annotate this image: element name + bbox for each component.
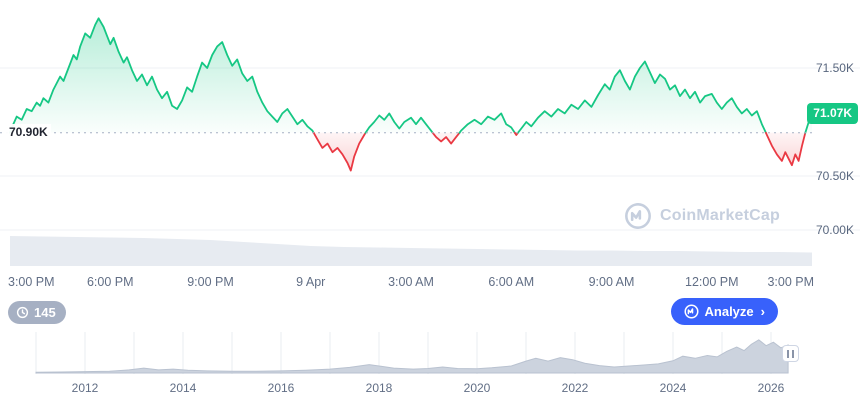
y-axis-label: 70.00K	[815, 223, 854, 237]
coinmarketcap-logo-icon	[684, 304, 699, 319]
price-segment-up	[9, 17, 315, 134]
time-axis-label: 6:00 AM	[488, 275, 535, 289]
time-axis-label: 12:00 PM	[684, 275, 739, 289]
price-fill-up	[517, 61, 766, 133]
navigator-area	[35, 339, 789, 374]
year-axis-label: 2026	[757, 381, 785, 395]
time-axis-label: 9:00 PM	[187, 275, 234, 289]
time-axis-label: 6:00 PM	[86, 275, 134, 289]
volume-area	[10, 236, 812, 266]
time-axis-label: 3:00 AM	[388, 275, 434, 289]
y-axis-label: 70.50K	[815, 169, 854, 183]
year-axis-label: 2016	[267, 381, 295, 395]
replay-count: 145	[34, 305, 56, 320]
history-clock-icon	[16, 306, 29, 319]
time-axis-label: 3:00 PM	[767, 275, 814, 289]
price-segment-down	[431, 131, 461, 145]
history-navigator-chart[interactable]	[0, 332, 860, 376]
price-fill-up	[459, 113, 515, 133]
watermark-text: CoinMarketCap	[660, 207, 780, 224]
chevron-right-icon: ›	[760, 304, 765, 319]
time-axis-label: 9 Apr	[296, 275, 326, 289]
pause-icon	[787, 349, 789, 358]
y-axis-label: 71.50K	[815, 61, 854, 75]
analyze-label: Analyze	[704, 304, 754, 319]
price-fill-up	[365, 113, 433, 133]
price-line	[9, 17, 813, 172]
price-segment-down	[765, 131, 807, 167]
analyze-button[interactable]: Analyze ›	[670, 298, 778, 325]
replay-count-badge[interactable]: 145	[8, 301, 66, 324]
year-axis-label: 2020	[463, 381, 491, 395]
price-segment-up	[517, 60, 767, 134]
year-axis: 2012 2014 2016 2018 2020 2022 2024 2026	[0, 376, 860, 401]
year-axis-label: 2014	[169, 381, 197, 395]
year-axis-label: 2022	[561, 381, 589, 395]
year-axis-label: 2018	[365, 381, 393, 395]
price-fill-down	[765, 132, 806, 166]
coinmarketcap-watermark: CoinMarketCap	[624, 202, 780, 230]
price-chart-area: 70.90K 71.07K CoinMarketCap 71.50K 70.50K…	[0, 17, 860, 266]
time-axis-label: 3:00 PM	[8, 275, 55, 289]
price-segment-up	[364, 112, 434, 134]
year-axis-label: 2024	[659, 381, 687, 395]
pause-button[interactable]	[782, 345, 799, 362]
controls-row: 145 Analyze ›	[0, 294, 860, 332]
pause-icon	[792, 349, 794, 358]
price-segment-up	[458, 112, 516, 134]
current-price-badge: 71.07K	[807, 103, 858, 124]
price-segment-down	[513, 131, 519, 136]
year-axis-label: 2012	[71, 381, 99, 395]
price-fill-up	[10, 18, 314, 133]
time-axis-label: 9:00 AM	[588, 275, 635, 289]
time-axis: 3:00 PM 6:00 PM 9:00 PM 9 Apr 3:00 AM 6:00 AM…	[0, 268, 860, 294]
price-segment-down	[312, 131, 367, 172]
baseline-price-label: 70.90K	[6, 124, 51, 141]
coinmarketcap-logo-icon	[625, 203, 651, 229]
